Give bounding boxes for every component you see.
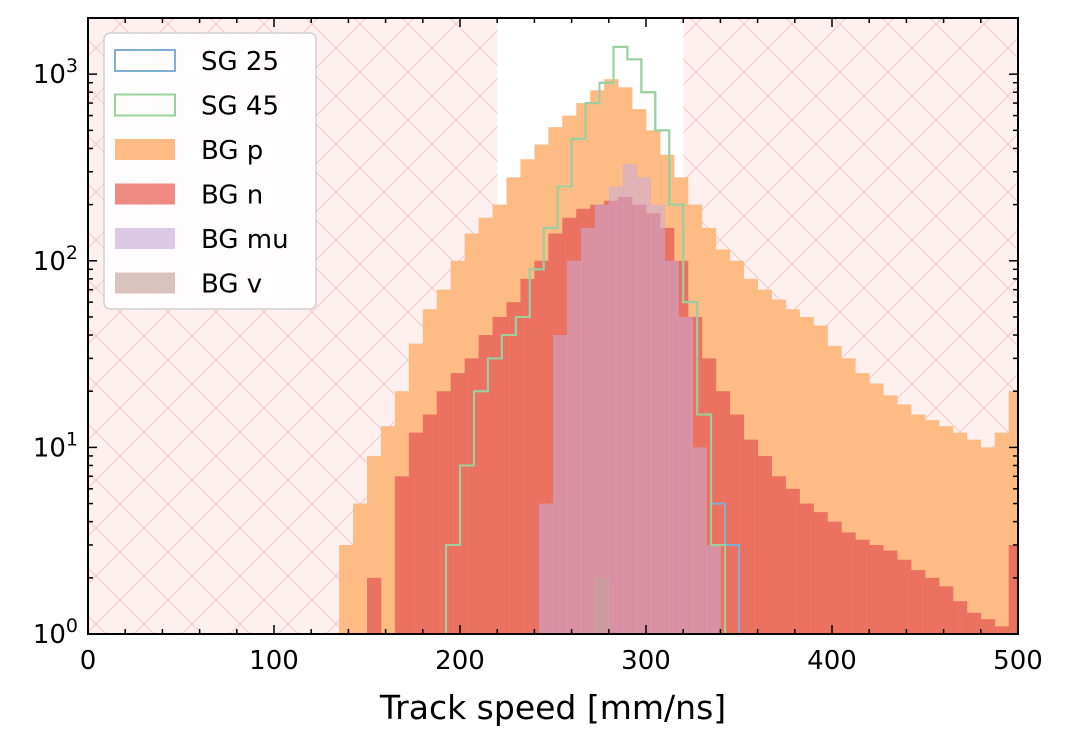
bg-mu-bar (553, 335, 568, 634)
bg-p-bar (994, 432, 1010, 634)
bg-n-bar (436, 391, 452, 634)
bg-n-bar (855, 539, 870, 634)
legend-label-bg-v: BG v (201, 270, 262, 300)
bg-n-bar (897, 559, 912, 634)
legend-label-bg-n: BG n (201, 181, 263, 211)
legend: SG 25 SG 45 BG p BG n BG mu BG v (103, 32, 317, 310)
bg-n-bar (743, 439, 758, 634)
legend-swatch-sg-25 (114, 49, 176, 72)
bg-p-bar (353, 503, 368, 634)
bg-n-bar (478, 335, 493, 634)
x-tick-label: 400 (807, 646, 857, 676)
bg-mu-bar (706, 544, 721, 634)
bg-n-bar (367, 577, 382, 634)
bg-n-bar (506, 302, 521, 634)
y-tick-label: 103 (33, 55, 78, 90)
bg-mu-bar (608, 186, 624, 634)
bg-mu-bar (580, 227, 596, 634)
bg-n-bar (771, 476, 786, 634)
legend-label-bg-p: BG p (201, 136, 263, 166)
bg-n-bar (492, 316, 507, 634)
bg-p-bar (966, 439, 982, 634)
signal-step-lines (445, 45, 740, 634)
bg-n-bar (827, 521, 842, 634)
bg-p-bar (380, 426, 396, 634)
x-tick-label: 200 (435, 646, 485, 676)
legend-swatch-bg-p (115, 139, 175, 160)
bg-n-bar (408, 432, 424, 634)
x-axis-label: Track speed [mm/ns] (379, 688, 726, 727)
bg-n-bar (785, 488, 800, 634)
bg-mu-bar (594, 204, 610, 634)
bg-mu-bar (678, 316, 693, 634)
bg-n-bar (799, 503, 814, 634)
x-tick-label: 0 (80, 646, 97, 676)
y-tick-label: 100 (33, 615, 78, 650)
bg-n-bar (911, 570, 926, 634)
bg-mu-bar (636, 177, 652, 634)
bg-n-bar (966, 612, 982, 634)
bg-v-bar (594, 577, 610, 634)
bg-n-bar (464, 358, 479, 634)
bg-n-bar (729, 414, 745, 634)
bg-n-bar (450, 373, 466, 634)
plot-frame (87, 17, 1019, 635)
bg-n-bar (813, 512, 828, 634)
bg-n-bar (925, 577, 940, 634)
sg-45-step-line (445, 45, 727, 634)
bg-mu-bar (566, 260, 582, 634)
bg-n-bar (980, 619, 996, 634)
bg-n-bar (952, 601, 968, 634)
bg-p-bar (1008, 391, 1018, 634)
histogram-bars (339, 79, 1018, 634)
bg-n-bar (883, 550, 898, 634)
bg-n-bar (1008, 544, 1018, 634)
legend-swatch-bg-v (115, 272, 175, 294)
bg-mu-bar (622, 164, 638, 634)
legend-swatch-bg-mu (115, 228, 175, 249)
x-tick-label: 300 (621, 646, 671, 676)
bg-n-bar (869, 544, 884, 634)
x-tick-label: 100 (249, 646, 299, 676)
bg-p-bar (938, 426, 954, 634)
legend-swatch-bg-n (115, 183, 175, 205)
x-tick-label: 500 (993, 646, 1043, 676)
legend-label-bg-mu: BG mu (201, 225, 289, 255)
bg-p-bar (339, 544, 354, 634)
y-tick-label: 102 (33, 242, 78, 277)
bg-n-bar (938, 586, 954, 634)
legend-label-sg-25: SG 25 (201, 47, 279, 77)
bg-n-bar (994, 626, 1010, 634)
bg-n-bar (841, 532, 856, 634)
bg-n-bar (394, 476, 410, 634)
legend-label-sg-45: SG 45 (201, 92, 279, 122)
bg-n-bar (757, 455, 772, 634)
bg-mu-bar (692, 447, 707, 634)
legend-swatch-sg-45 (114, 93, 176, 117)
bg-p-bar (980, 447, 996, 634)
bg-mu-bar (664, 260, 679, 634)
y-tick-label: 101 (33, 428, 78, 463)
bg-mu-bar (650, 204, 665, 634)
bg-mu-bar (539, 503, 554, 634)
bg-p-bar (952, 432, 968, 634)
bg-n-bar (520, 278, 535, 634)
bg-n-bar (422, 414, 438, 634)
